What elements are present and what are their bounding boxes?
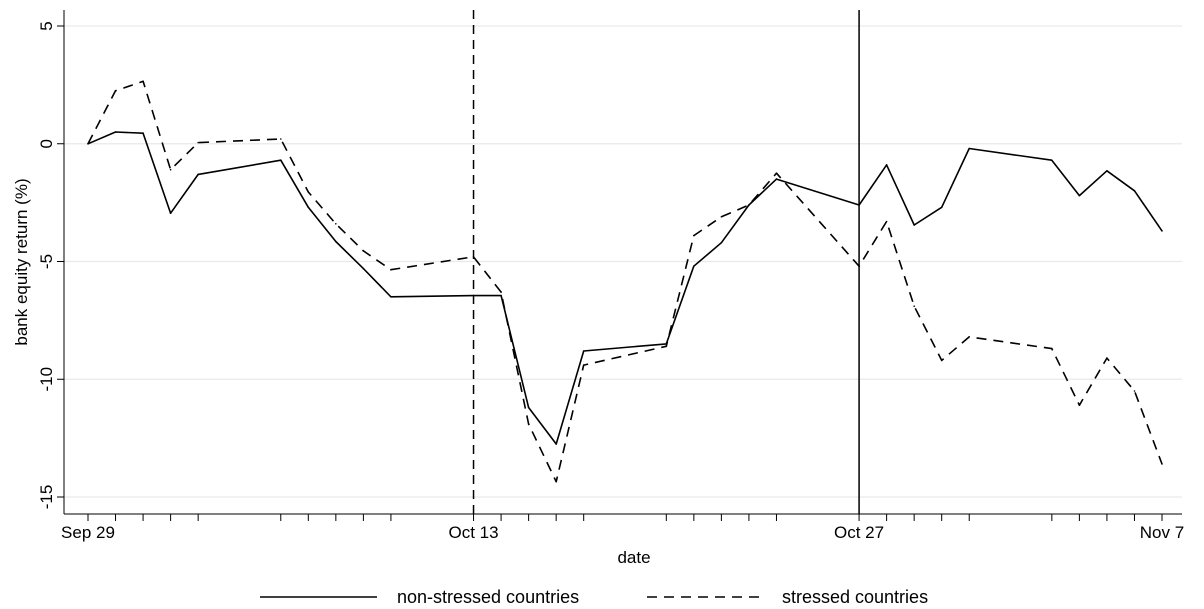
- y-tick-label-0: 5: [37, 21, 56, 30]
- event-lines: [472, 10, 860, 514]
- x-tick-label-0: Sep 29: [61, 523, 115, 542]
- series-1-point-8: [362, 250, 365, 252]
- grid-lines: [64, 25, 1182, 498]
- series-0-point-22: [913, 224, 915, 226]
- series-1-point-7: [335, 223, 337, 225]
- series-0-point-24: [968, 147, 970, 150]
- series-0-point-9: [390, 296, 392, 298]
- x-axis-ticks: Sep 29 Oct 13 Oct 27 Nov 7: [61, 514, 1184, 542]
- y-tick-label-3: -10: [37, 367, 56, 392]
- series-1-point-3: [169, 168, 172, 171]
- series-0-point-17: [720, 241, 723, 244]
- series-0-point-8: [362, 267, 365, 270]
- x-tick-label-3: Nov 7: [1140, 523, 1184, 542]
- series-1-point-9: [390, 268, 392, 271]
- series-1-point-28: [1133, 390, 1136, 392]
- series-0-point-26: [1078, 194, 1081, 197]
- series-0-point-6: [307, 206, 310, 209]
- series-0-point-3: [169, 212, 172, 214]
- series-1-point-5: [280, 138, 282, 140]
- series-1-point-24: [968, 336, 970, 338]
- series-0-point-29: [1161, 230, 1163, 232]
- series-0-point-13: [555, 443, 557, 445]
- series-1-point-26: [1078, 404, 1081, 407]
- legend: non-stressed countries stressed countrie…: [260, 587, 928, 607]
- series-1-point-27: [1106, 357, 1108, 359]
- series-1-point-15: [665, 345, 668, 348]
- legend-label-non-stressed: non-stressed countries: [397, 587, 579, 607]
- series-0-point-1: [114, 131, 117, 133]
- y-tick-label-1: 0: [37, 139, 56, 148]
- series-1-point-17: [720, 216, 723, 218]
- series-1-point-19: [775, 172, 778, 174]
- series-1-point-11: [500, 291, 502, 293]
- series-line-0: [87, 131, 1163, 445]
- series-0-point-19: [775, 178, 778, 180]
- series-1-point-2: [142, 80, 144, 83]
- series-1-point-1: [114, 90, 117, 92]
- series-lines: [87, 80, 1163, 483]
- series-1-point-22: [913, 305, 915, 308]
- y-tick-label-2: -5: [37, 254, 56, 269]
- series-0-point-27: [1106, 170, 1108, 172]
- series-line-1: [87, 80, 1163, 483]
- y-axis-ticks: 5 0 -5 -10 -15: [37, 21, 64, 509]
- series-1-point-23: [940, 359, 943, 362]
- series-0-point-4: [197, 173, 199, 176]
- series-1-point-12: [527, 423, 530, 425]
- series-0-point-14: [582, 350, 585, 352]
- x-tick-label-1: Oct 13: [448, 523, 498, 542]
- series-1-point-16: [693, 234, 695, 237]
- series-1-point-18: [748, 204, 750, 206]
- series-1-point-13: [555, 480, 557, 483]
- series-0-point-11: [500, 294, 502, 297]
- series-0-point-2: [142, 132, 144, 134]
- series-0-point-21: [885, 164, 888, 166]
- series-1-point-4: [197, 141, 199, 144]
- series-1-point-6: [307, 191, 310, 193]
- series-0-point-20: [858, 204, 860, 206]
- series-1-point-0: [87, 143, 89, 145]
- series-0-point-10: [472, 294, 475, 297]
- x-tick-label-2: Oct 27: [834, 523, 884, 542]
- x-axis-title: date: [617, 548, 650, 567]
- series-1-point-29: [1161, 463, 1163, 465]
- series-0-point-12: [527, 406, 530, 409]
- series-0-point-16: [693, 265, 695, 268]
- series-1-point-21: [885, 220, 888, 223]
- series-0-point-5: [280, 159, 282, 161]
- legend-label-stressed: stressed countries: [782, 587, 928, 607]
- series-0-point-28: [1133, 190, 1136, 192]
- y-axis-title: bank equity return (%): [12, 178, 31, 345]
- y-tick-label-4: -15: [37, 485, 56, 510]
- series-1-point-20: [858, 265, 860, 268]
- series-0-point-25: [1051, 159, 1053, 161]
- series-0-point-23: [940, 206, 943, 209]
- series-0-point-7: [335, 240, 337, 243]
- series-1-point-10: [472, 255, 475, 258]
- series-1-point-14: [582, 364, 585, 366]
- series-1-point-25: [1051, 347, 1053, 350]
